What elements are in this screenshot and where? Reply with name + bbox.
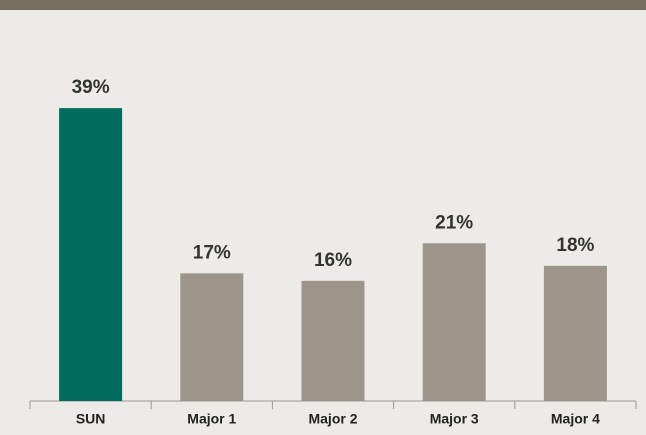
bar	[59, 108, 123, 402]
top-band	[0, 0, 646, 10]
value-label: 17%	[193, 242, 231, 263]
value-label: 39%	[72, 77, 110, 98]
bar	[180, 273, 244, 401]
bar	[543, 265, 607, 401]
value-label: 16%	[314, 250, 352, 271]
x-tick-label: Major 1	[187, 411, 236, 427]
value-label: 21%	[435, 212, 473, 233]
x-tick-label: Major 3	[430, 411, 479, 427]
value-label: 18%	[556, 235, 594, 256]
x-tick-label: SUN	[76, 411, 106, 427]
x-tick-label: Major 4	[551, 411, 600, 427]
bar	[422, 243, 486, 401]
x-tick-label: Major 2	[308, 411, 357, 427]
bar	[301, 280, 365, 401]
